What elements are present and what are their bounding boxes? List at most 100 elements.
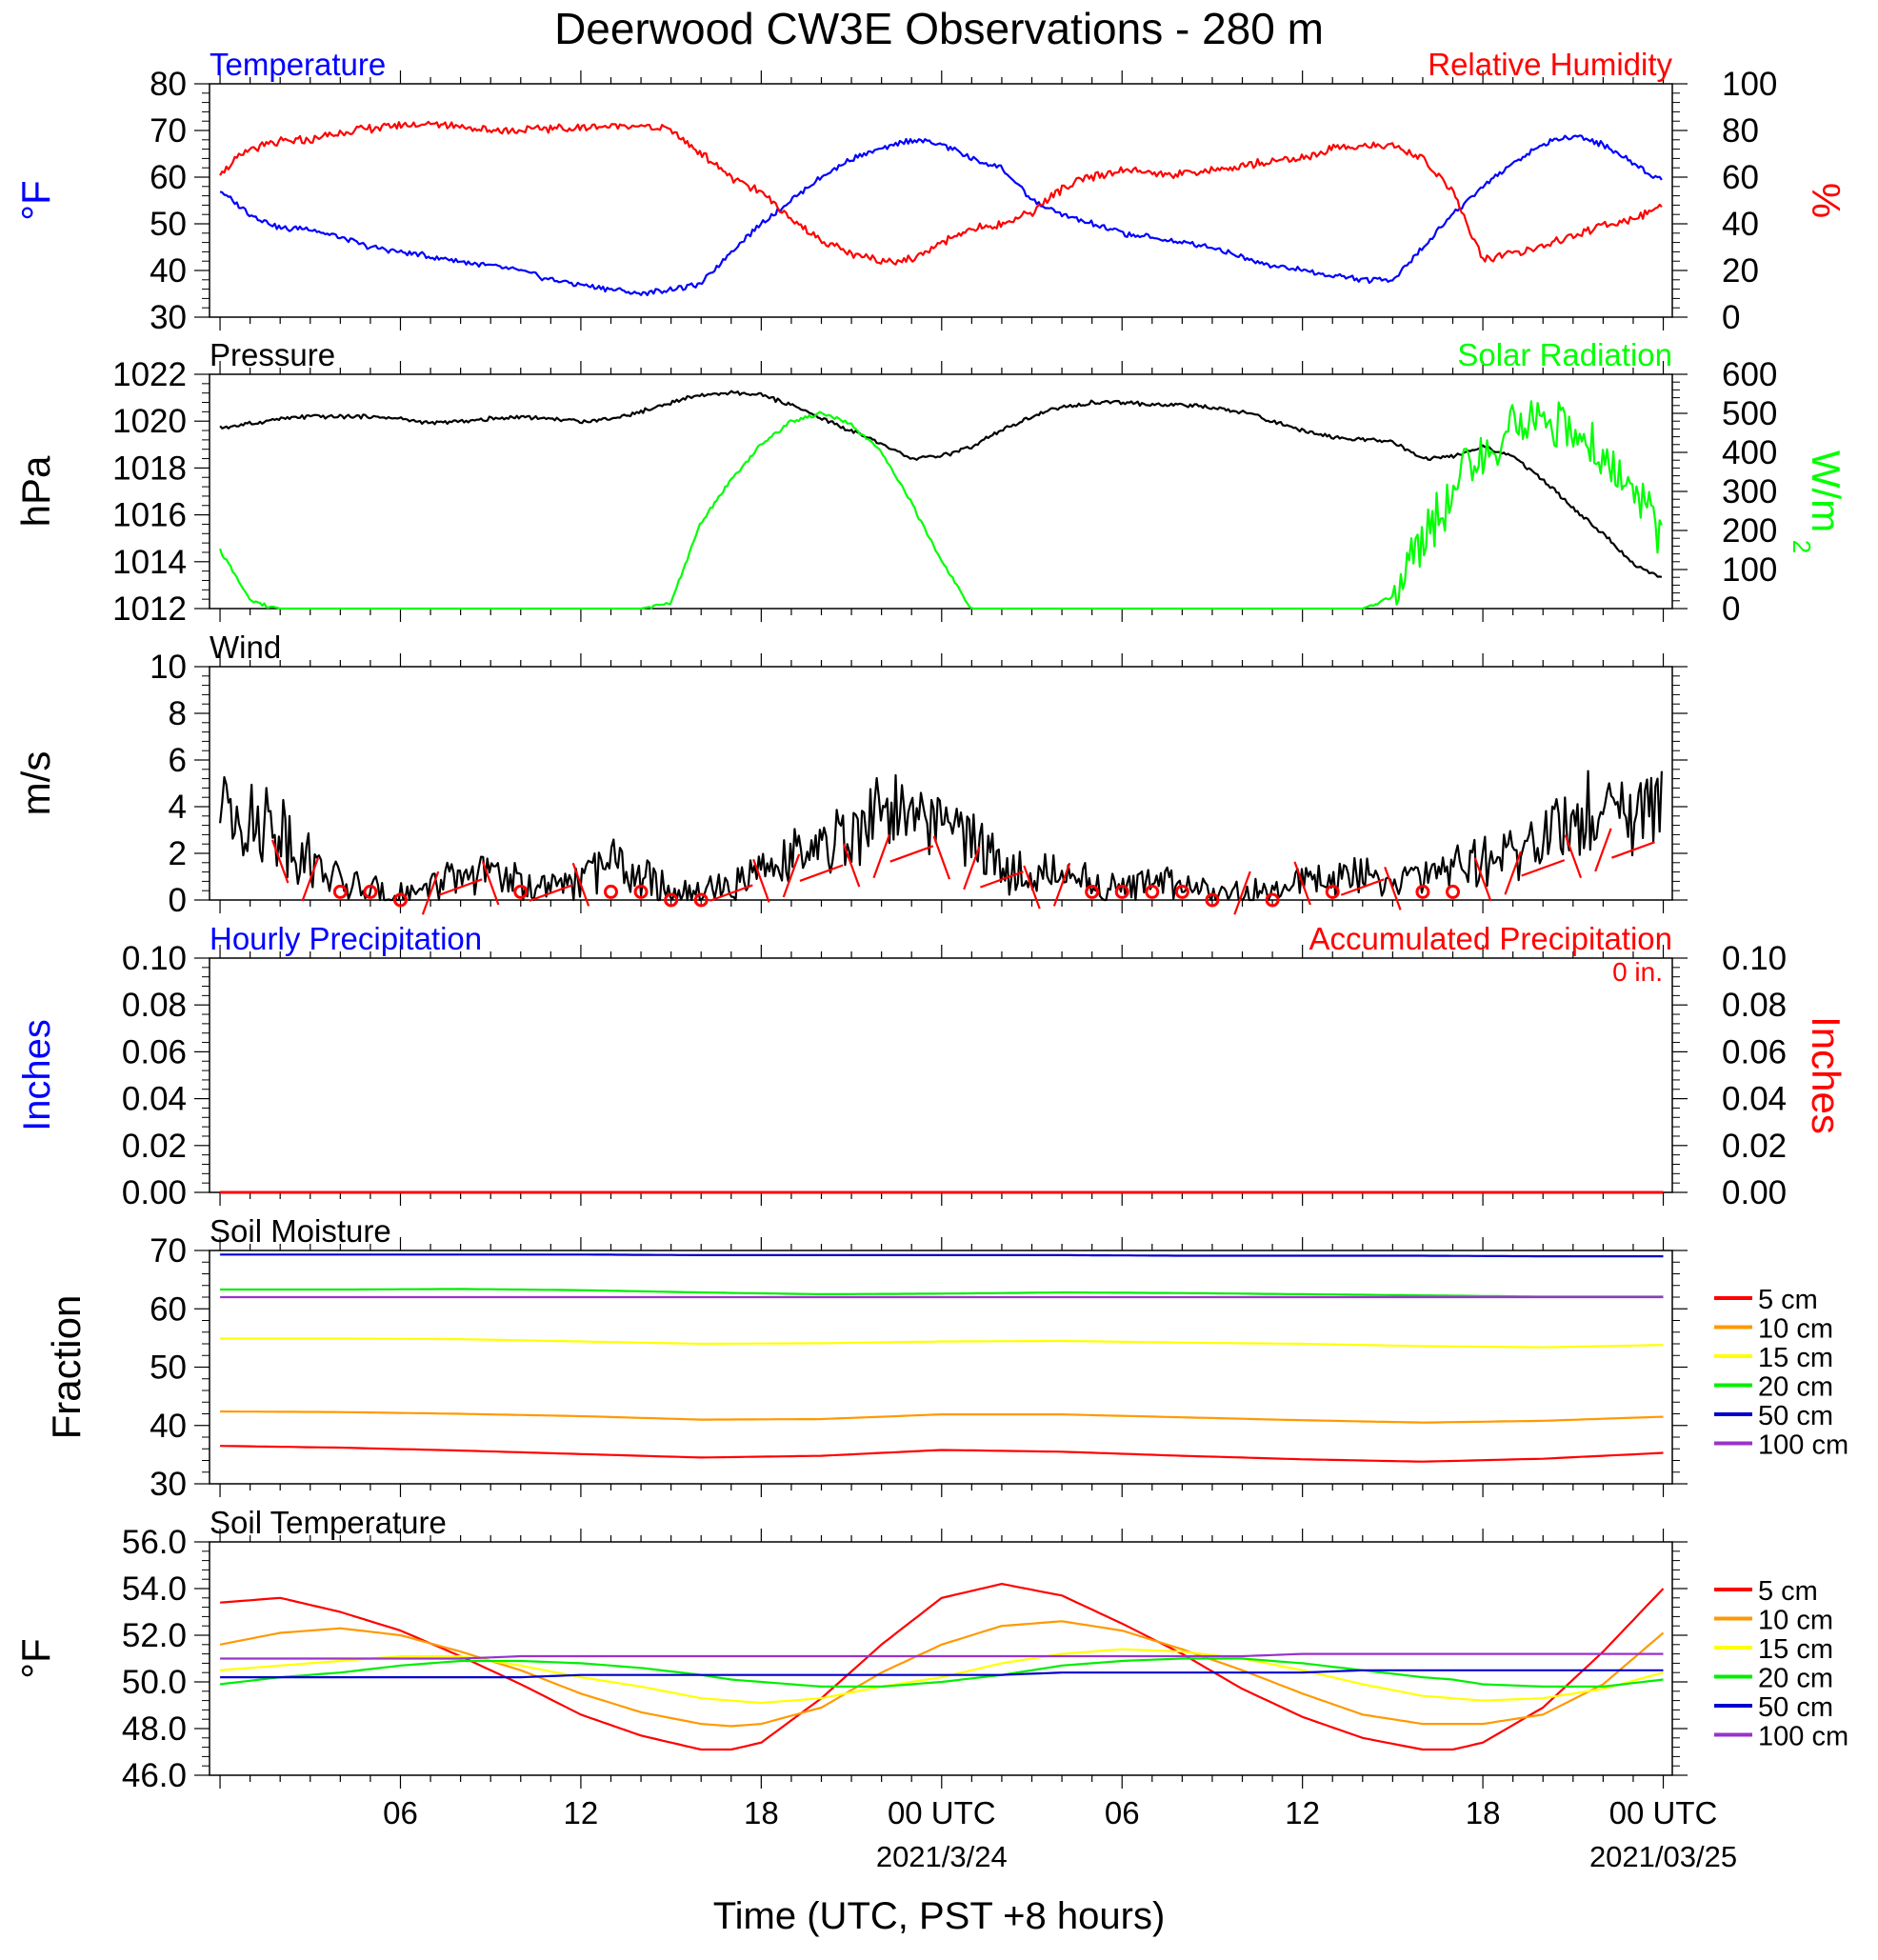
y-tick-label-left: 4: [169, 789, 187, 826]
series-15-cm: [220, 1337, 1664, 1349]
wind-barb: [842, 843, 861, 888]
series-wind: [219, 770, 1663, 902]
y-tick-label-right: 0: [1722, 299, 1740, 336]
series-50-cm: [220, 1669, 1664, 1679]
legend-label: 5 cm: [1758, 1576, 1818, 1607]
y-tick-label-left: 70: [150, 1232, 187, 1270]
x-tick-label: 12: [1285, 1795, 1320, 1830]
x-tick-date-label: 2021/3/24: [876, 1840, 1008, 1873]
calm-wind-marker: [1325, 884, 1340, 899]
calm-wind-marker: [1205, 892, 1220, 908]
wind-barb: [872, 834, 890, 879]
calm-wind-marker: [1145, 884, 1160, 899]
y-tick-label-left: 1022: [112, 356, 187, 393]
x-axis-label: Time (UTC, PST +8 hours): [713, 1895, 1166, 1937]
y-tick-label-right: 0.10: [1722, 940, 1787, 977]
y-tick-label-right: 600: [1722, 356, 1777, 393]
wind-barb: [1564, 834, 1583, 879]
calm-wind-marker: [332, 884, 348, 899]
wind-barb: [1052, 862, 1071, 907]
y-tick-label-left: 40: [150, 252, 187, 290]
calm-wind-marker: [1114, 884, 1129, 899]
y-tick-label-left: 2: [169, 835, 187, 872]
y-tick-label-left: 50.0: [122, 1664, 187, 1701]
y-tick-label-right: 100: [1722, 551, 1777, 589]
panel-3: 0 2 4 6 8 10 Wind m/s: [13, 630, 1688, 919]
y-tick-label-left: 1016: [112, 497, 187, 534]
wind-barb: [529, 884, 573, 902]
y-tick-label-right: 100: [1722, 66, 1777, 103]
y-tick-label-left: 80: [150, 66, 187, 103]
panel-2: 1012 1014 1016 1018 1020 1022 0100200300400500…: [13, 337, 1848, 628]
y-axis-label-right: W/m: [1804, 450, 1848, 532]
y-tick-label-left: 0.02: [122, 1128, 187, 1165]
x-tick-date-label: 2021/03/25: [1589, 1840, 1737, 1873]
series-temperature: [219, 134, 1663, 296]
y-tick-label-left: 1018: [112, 450, 187, 487]
wind-barb: [1473, 857, 1492, 902]
y-tick-label-right: 0.02: [1722, 1128, 1787, 1165]
calm-wind-marker: [1174, 884, 1189, 899]
y-tick-label-left: 0.06: [122, 1033, 187, 1070]
y-axis-label-left: °F: [13, 180, 58, 220]
y-tick-label-left: 8: [169, 695, 187, 732]
y-tick-label-left: 6: [169, 742, 187, 779]
y-tick-label-left: 0: [169, 882, 187, 919]
y-tick-label-right: 300: [1722, 473, 1777, 510]
y-axis-label-superscript: 2: [1788, 540, 1816, 553]
plot-frame: [209, 957, 1673, 1193]
y-tick-label-left: 56.0: [122, 1524, 187, 1561]
wind-barb: [1023, 865, 1041, 910]
wind-barb: [980, 870, 1024, 889]
legend-label: 15 cm: [1758, 1634, 1833, 1665]
calm-wind-marker: [633, 884, 649, 899]
y-axis-label-right: %: [1804, 183, 1848, 218]
panel-title-left: Wind: [210, 630, 281, 665]
legend-label: 50 cm: [1758, 1692, 1833, 1723]
calm-wind-marker: [363, 884, 378, 899]
y-tick-label-right: 500: [1722, 395, 1777, 432]
chart-title: Deerwood CW3E Observations - 280 m: [554, 4, 1324, 53]
panel-title-right: Relative Humidity: [1428, 47, 1672, 82]
wind-barb: [782, 853, 801, 898]
panel-title-left: Soil Temperature: [210, 1505, 447, 1540]
y-tick-label-left: 50: [150, 1350, 187, 1387]
y-tick-label-left: 0.08: [122, 987, 187, 1024]
calm-wind-marker: [513, 884, 529, 899]
legend-label: 15 cm: [1758, 1343, 1833, 1373]
x-tick-label: 18: [1466, 1795, 1501, 1830]
y-tick-label-left: 60: [150, 1290, 187, 1328]
y-tick-label-left: 40: [150, 1408, 187, 1445]
legend-label: 50 cm: [1758, 1401, 1833, 1431]
y-tick-label-left: 54.0: [122, 1570, 187, 1608]
calm-wind-marker: [664, 892, 679, 908]
x-tick-label: 00 UTC: [888, 1795, 996, 1830]
wind-barb: [932, 835, 951, 880]
wind-barb: [963, 846, 981, 890]
panel-title-left: Hourly Precipitation: [210, 921, 482, 956]
y-tick-label-left: 10: [150, 649, 187, 686]
calm-wind-marker: [1265, 892, 1280, 908]
panel-title-left: Temperature: [210, 47, 386, 82]
series-20-cm: [220, 1288, 1664, 1298]
y-tick-label-left: 0.10: [122, 940, 187, 977]
wind-barb: [752, 858, 770, 903]
y-axis-label-left: Fraction: [44, 1295, 89, 1440]
y-tick-label-left: 1020: [112, 403, 187, 440]
wind-barb: [270, 839, 290, 884]
y-tick-label-right: 20: [1722, 252, 1759, 290]
wind-barb: [1384, 866, 1402, 910]
panel-title-right: Solar Radiation: [1457, 337, 1672, 372]
series-10-cm: [219, 1620, 1665, 1728]
wind-barb: [1594, 828, 1612, 872]
panel-6: 46.0 48.0 50.0 52.0 54.0 56.0 Soil Temperature…: [13, 1505, 1848, 1794]
wind-barb: [481, 861, 500, 906]
y-axis-label-left: m/s: [13, 751, 58, 816]
wind-barb: [1293, 861, 1311, 906]
y-tick-label-right: 200: [1722, 512, 1777, 550]
